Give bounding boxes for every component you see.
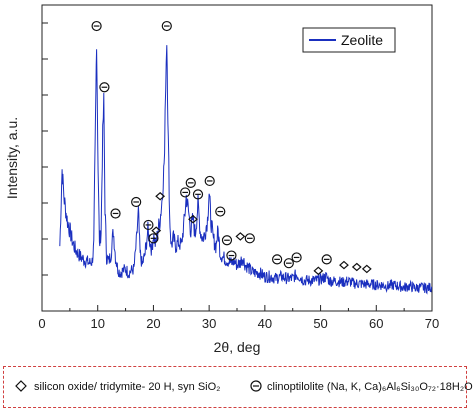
clinoptilolite-marker	[91, 20, 102, 32]
clinoptilolite-marker	[148, 233, 159, 244]
circled-minus-icon	[226, 250, 237, 261]
x-tick-label: 70	[425, 316, 439, 331]
clinoptilolite-marker	[283, 258, 294, 269]
circled-minus-icon	[91, 20, 102, 32]
legend-label-zeolite: Zeolite	[341, 32, 383, 48]
clinoptilolite-marker	[143, 219, 154, 231]
clinoptilolite-marker	[99, 82, 110, 93]
y-axis-title: Intensity, a.u.	[4, 117, 20, 199]
circled-minus-icon	[185, 177, 196, 188]
circled-minus-icon	[321, 254, 332, 265]
clinoptilolite-marker	[185, 177, 196, 188]
tridymite-marker-diamond-icon	[339, 260, 349, 270]
x-tick-label: 0	[38, 316, 45, 331]
circled-minus-icon	[148, 233, 159, 244]
clinoptilolite-marker	[192, 189, 204, 200]
circled-minus-icon	[283, 258, 294, 269]
circled-minus-icon	[204, 175, 215, 187]
clinoptilolite-marker	[204, 175, 215, 187]
x-tick-label: 50	[313, 316, 327, 331]
circled-minus-icon	[99, 82, 110, 93]
series-line-zeolite	[59, 45, 433, 295]
phase-legend-clinoptilolite: clinoptilolite (Na, K, Ca)₆Al₆Si₃₀O₇₂·18…	[267, 381, 473, 393]
circled-minus-icon	[110, 208, 121, 219]
xrd-chart: 0 10 20 30 40 50 60 70 2θ, deg Intensity, a.u. …	[4, 4, 439, 355]
circled-minus-icon	[221, 235, 233, 246]
x-tick-label: 10	[90, 316, 104, 331]
diamond-icon	[15, 380, 27, 392]
tridymite-marker-diamond-icon	[188, 214, 198, 224]
clinoptilolite-marker	[215, 206, 226, 217]
clinoptilolite-marker	[291, 252, 302, 263]
clinoptilolite-marker	[272, 254, 283, 265]
tridymite-marker-diamond-icon	[235, 232, 246, 241]
phase-legend-tridymite: silicon oxide/ tridymite- 20 H, syn SiO₂	[34, 381, 221, 393]
clinoptilolite-marker	[161, 20, 172, 32]
clinoptilolite-marker	[110, 208, 121, 219]
circled-minus-icon	[250, 380, 262, 392]
x-tick-label: 60	[369, 316, 383, 331]
circled-minus-icon	[291, 252, 302, 263]
tridymite-marker-diamond-icon	[313, 266, 324, 276]
phase-legend-box: silicon oxide/ tridymite- 20 H, syn SiO₂…	[3, 366, 473, 408]
axis-ticks: 0 10 20 30 40 50 60 70	[38, 22, 439, 331]
tridymite-marker-diamond-icon	[155, 191, 166, 201]
circled-minus-icon	[272, 254, 283, 265]
x-axis-title: 2θ, deg	[214, 339, 261, 355]
circled-minus-icon	[180, 187, 191, 198]
tridymite-marker-diamond-icon	[361, 264, 372, 274]
clinoptilolite-marker	[131, 196, 142, 208]
clinoptilolite-marker	[321, 254, 332, 265]
x-tick-label: 30	[202, 316, 216, 331]
circled-minus-icon	[244, 233, 255, 244]
x-tick-label: 40	[258, 316, 272, 331]
tridymite-marker-diamond-icon	[151, 226, 162, 235]
circled-minus-icon	[192, 189, 204, 200]
circled-minus-icon	[131, 196, 142, 208]
peak-markers	[91, 20, 372, 276]
tridymite-marker-diamond-icon	[351, 262, 362, 272]
circled-minus-icon	[143, 219, 154, 231]
clinoptilolite-marker	[221, 235, 233, 246]
series-layer	[59, 45, 433, 295]
clinoptilolite-marker	[180, 187, 191, 198]
circled-minus-icon	[215, 206, 226, 217]
x-tick-label: 20	[146, 316, 160, 331]
legend: Zeolite	[302, 27, 396, 53]
circled-minus-icon	[161, 20, 172, 32]
clinoptilolite-marker	[244, 233, 255, 244]
clinoptilolite-marker	[226, 250, 237, 261]
